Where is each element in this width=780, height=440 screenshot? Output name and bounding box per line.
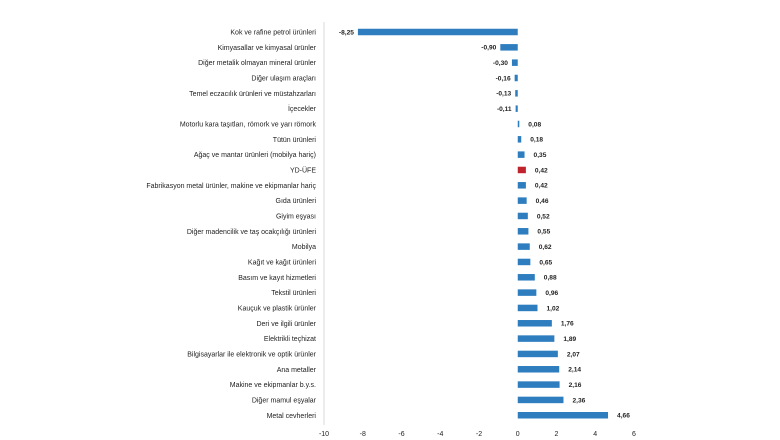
- value-label: -0,90: [481, 45, 496, 52]
- category-label: İçecekler: [288, 104, 317, 113]
- category-label: Bilgisayarlar ile elektronik ve optik ür…: [187, 351, 316, 358]
- category-label: Tekstil ürünleri: [271, 290, 316, 297]
- value-label: 4,66: [617, 413, 630, 420]
- bar-11: [517, 182, 526, 189]
- bar-22: [517, 350, 558, 358]
- value-label: 0,42: [535, 167, 548, 174]
- category-label: Diğer madencilik ve taş ocakçılığı ürünl…: [187, 229, 317, 236]
- x-tick-label: -10: [319, 431, 329, 438]
- value-label: -8,25: [339, 29, 354, 36]
- category-label: Kağıt ve kağıt ürünleri: [248, 259, 317, 266]
- bar-6: [515, 105, 518, 112]
- value-labels-group: -8,25 -0,90 -0,30 -0,16 -0,13 -0,11 0,08 0,18 0,…: [339, 29, 630, 419]
- value-label: 0,46: [536, 198, 549, 205]
- bar-13: [517, 212, 528, 220]
- category-label: Gıda ürünleri: [276, 198, 317, 205]
- bar-2: [500, 44, 518, 51]
- category-label: Temel eczacılık ürünleri ve müstahzarlar…: [189, 91, 316, 98]
- bar-23: [517, 366, 560, 373]
- x-tick-label: -4: [437, 431, 443, 438]
- category-labels-group: Kok ve rafine petrol ürünleri Kimyasallar…: [146, 30, 316, 420]
- category-label: Ana metaller: [277, 367, 317, 374]
- x-tick-label: 6: [632, 431, 636, 438]
- category-label: Motorlu kara taşıtları, römork ve yarı r…: [180, 121, 317, 128]
- bar-1: [357, 28, 518, 36]
- bar-15: [517, 243, 530, 250]
- value-label: 0,08: [528, 121, 541, 128]
- x-tick-label: 4: [593, 431, 597, 438]
- category-label: Metal cevherleri: [267, 413, 317, 420]
- value-label: 1,02: [547, 305, 560, 312]
- category-label: Diğer metalik olmayan mineral ürünler: [198, 60, 317, 67]
- x-tick-label: -2: [476, 431, 482, 438]
- bar-21: [517, 335, 555, 342]
- bar-5: [515, 90, 518, 97]
- category-label: Giyim eşyası: [276, 213, 316, 220]
- bar-8: [517, 136, 522, 143]
- value-label: 0,52: [537, 213, 550, 220]
- category-label: Diğer ulaşım araçları: [251, 75, 316, 82]
- category-label: Kimyasallar ve kimyasal ürünler: [218, 45, 317, 52]
- x-tick-label: -8: [360, 431, 366, 438]
- bar-25: [517, 396, 564, 404]
- value-label: 1,76: [561, 321, 574, 328]
- x-tick-label: 2: [555, 431, 559, 438]
- category-label: Basım ve kayıt hizmetleri: [238, 275, 316, 282]
- value-label: 0,96: [545, 290, 558, 297]
- value-label: -0,13: [496, 91, 511, 98]
- category-label: Fabrikasyon metal ürünler, makine ve eki…: [146, 183, 316, 190]
- bars-group: [357, 28, 609, 419]
- bar-24: [517, 381, 560, 388]
- x-axis-ticks-group: -10 -8 -6 -4 -2 0 2 4 6: [319, 431, 636, 438]
- value-label: 0,65: [539, 259, 552, 266]
- value-label: 0,35: [534, 152, 547, 159]
- bar-7: [517, 120, 520, 128]
- value-label: 2,14: [568, 367, 581, 374]
- category-label: Ağaç ve mantar ürünleri (mobilya hariç): [194, 152, 316, 159]
- bar-10: [517, 166, 526, 174]
- bar-26: [517, 412, 609, 419]
- value-label: 0,42: [535, 183, 548, 190]
- bar-18: [517, 289, 537, 296]
- value-label: 0,62: [539, 244, 552, 251]
- value-label: 2,16: [569, 382, 582, 389]
- bar-14: [517, 228, 529, 235]
- value-label: 0,55: [537, 229, 550, 236]
- bar-12: [517, 197, 527, 204]
- bar-9: [517, 151, 525, 158]
- bar-4: [514, 74, 518, 82]
- value-label: 2,36: [572, 397, 585, 404]
- value-label: 0,18: [530, 137, 543, 144]
- bar-3: [511, 59, 518, 66]
- value-label: 0,88: [544, 275, 557, 282]
- x-tick-label: 0: [516, 431, 520, 438]
- category-label: YD-ÜFE: [290, 166, 316, 174]
- category-label: Deri ve ilgili ürünler: [256, 321, 316, 328]
- bar-20: [517, 320, 552, 327]
- category-label: Tütün ürünleri: [273, 137, 317, 144]
- bar-19: [517, 304, 538, 312]
- category-label: Diğer mamul eşyalar: [252, 397, 317, 404]
- x-tick-label: -6: [398, 431, 404, 438]
- bar-17: [517, 274, 535, 281]
- category-label: Makine ve ekipmanlar b.y.s.: [230, 382, 316, 389]
- category-label: Kauçuk ve plastik ürünler: [238, 305, 317, 312]
- value-label: -0,30: [493, 60, 508, 67]
- bar-16: [517, 258, 531, 266]
- value-label: -0,16: [496, 75, 511, 82]
- value-label: 1,89: [563, 336, 576, 343]
- value-label: 2,07: [567, 351, 580, 358]
- category-label: Mobilya: [292, 244, 316, 251]
- category-label: Elektrikli teçhizat: [264, 336, 316, 343]
- category-label: Kok ve rafine petrol ürünleri: [230, 30, 316, 37]
- value-label: -0,11: [497, 106, 512, 113]
